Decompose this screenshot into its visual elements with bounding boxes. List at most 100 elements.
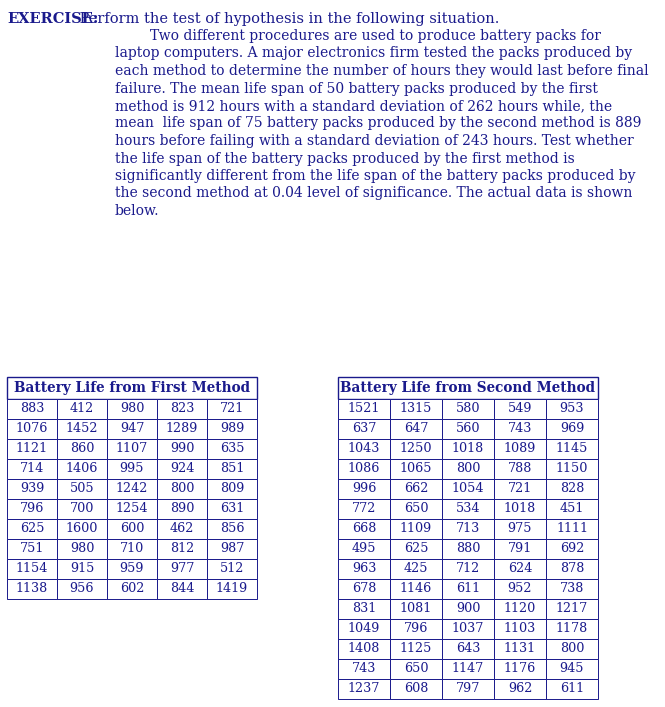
Text: 549: 549: [508, 402, 532, 416]
Text: 851: 851: [220, 462, 244, 476]
Text: each method to determine the number of hours they would last before final: each method to determine the number of h…: [115, 64, 648, 78]
Bar: [442, 599, 494, 619]
Text: 650: 650: [404, 662, 428, 675]
Text: 1043: 1043: [348, 443, 380, 455]
Bar: [546, 579, 598, 599]
Bar: [57, 579, 107, 599]
Bar: [546, 499, 598, 519]
Bar: [157, 559, 207, 579]
Bar: [157, 539, 207, 559]
Bar: [494, 639, 546, 659]
Text: EXERCISE:: EXERCISE:: [7, 12, 98, 26]
Bar: [494, 459, 546, 479]
Text: 495: 495: [352, 542, 376, 556]
Bar: [157, 499, 207, 519]
Text: 505: 505: [70, 482, 94, 496]
Bar: [7, 539, 57, 559]
Bar: [107, 539, 157, 559]
Text: 1018: 1018: [504, 503, 536, 515]
Text: 1178: 1178: [556, 622, 588, 636]
Bar: [546, 399, 598, 419]
Text: 751: 751: [20, 542, 44, 556]
Text: 1089: 1089: [504, 443, 536, 455]
Text: 1521: 1521: [348, 402, 380, 416]
Bar: [494, 399, 546, 419]
Bar: [494, 599, 546, 619]
Text: 796: 796: [404, 622, 428, 636]
Bar: [546, 599, 598, 619]
Text: 714: 714: [20, 462, 44, 476]
Bar: [338, 439, 390, 459]
Bar: [390, 459, 442, 479]
Text: the second method at 0.04 level of significance. The actual data is shown: the second method at 0.04 level of signi…: [115, 187, 632, 201]
Text: 647: 647: [404, 423, 428, 436]
Text: 796: 796: [20, 503, 44, 515]
Bar: [57, 479, 107, 499]
Bar: [390, 559, 442, 579]
Text: 580: 580: [456, 402, 480, 416]
Bar: [390, 619, 442, 639]
Bar: [546, 539, 598, 559]
Text: 600: 600: [120, 522, 144, 535]
Bar: [207, 459, 257, 479]
Bar: [338, 499, 390, 519]
Bar: [207, 399, 257, 419]
Text: 996: 996: [352, 482, 376, 496]
Bar: [338, 559, 390, 579]
Text: 812: 812: [170, 542, 194, 556]
Text: 823: 823: [170, 402, 194, 416]
Text: 947: 947: [120, 423, 144, 436]
Bar: [57, 459, 107, 479]
Bar: [546, 679, 598, 699]
Bar: [338, 519, 390, 539]
Bar: [390, 439, 442, 459]
Bar: [442, 399, 494, 419]
Text: 1419: 1419: [216, 583, 248, 595]
Text: 721: 721: [220, 402, 244, 416]
Text: the life span of the battery packs produced by the first method is: the life span of the battery packs produ…: [115, 151, 575, 165]
Text: 800: 800: [560, 643, 584, 655]
Text: 512: 512: [220, 563, 244, 575]
Text: 643: 643: [456, 643, 480, 655]
Text: 462: 462: [170, 522, 194, 535]
Text: 975: 975: [508, 522, 532, 535]
Text: 890: 890: [170, 503, 194, 515]
Bar: [546, 419, 598, 439]
Text: 1049: 1049: [348, 622, 380, 636]
Text: 1217: 1217: [556, 602, 588, 616]
Bar: [338, 579, 390, 599]
Bar: [338, 419, 390, 439]
Bar: [494, 539, 546, 559]
Bar: [7, 559, 57, 579]
Bar: [442, 579, 494, 599]
Bar: [442, 499, 494, 519]
Text: 953: 953: [560, 402, 585, 416]
Text: 1237: 1237: [348, 682, 380, 696]
Bar: [338, 679, 390, 699]
Text: 980: 980: [120, 402, 144, 416]
Bar: [338, 639, 390, 659]
Text: 412: 412: [70, 402, 94, 416]
Bar: [157, 579, 207, 599]
Text: 635: 635: [219, 443, 244, 455]
Text: 1121: 1121: [16, 443, 48, 455]
Text: 1076: 1076: [16, 423, 48, 436]
Bar: [7, 519, 57, 539]
Bar: [546, 659, 598, 679]
Bar: [7, 377, 257, 399]
Text: 963: 963: [352, 563, 376, 575]
Bar: [107, 519, 157, 539]
Text: 772: 772: [352, 503, 376, 515]
Bar: [107, 479, 157, 499]
Bar: [390, 419, 442, 439]
Bar: [157, 479, 207, 499]
Bar: [338, 659, 390, 679]
Text: 1120: 1120: [504, 602, 536, 616]
Text: hours before failing with a standard deviation of 243 hours. Test whether: hours before failing with a standard dev…: [115, 134, 634, 148]
Text: 959: 959: [120, 563, 144, 575]
Bar: [7, 499, 57, 519]
Text: 713: 713: [456, 522, 480, 535]
Bar: [7, 579, 57, 599]
Bar: [57, 399, 107, 419]
Bar: [207, 579, 257, 599]
